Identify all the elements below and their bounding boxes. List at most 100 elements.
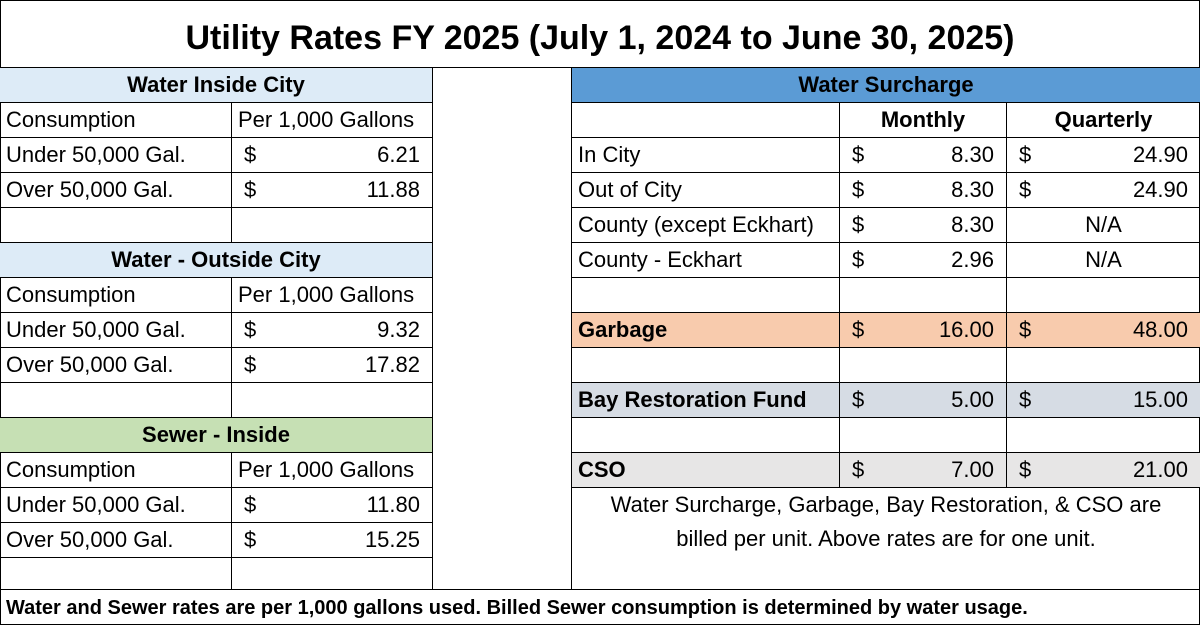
empty-cell xyxy=(0,558,232,590)
currency-symbol: $ xyxy=(244,142,257,167)
currency-symbol: $ xyxy=(1019,457,1032,482)
currency-symbol: $ xyxy=(244,177,257,202)
surcharge-row-label: In City xyxy=(572,138,840,173)
currency-symbol: $ xyxy=(244,317,257,342)
currency-symbol: $ xyxy=(244,527,257,552)
monthly-value: 8.30 xyxy=(951,177,994,202)
empty-cell xyxy=(572,418,840,453)
row-label: Over 50,000 Gal. xyxy=(0,348,232,383)
garbage-quarterly-value: 48.00 xyxy=(1132,317,1188,342)
page-title: Utility Rates FY 2025 (July 1, 2024 to J… xyxy=(0,0,1200,68)
monthly-col-header: Monthly xyxy=(840,103,1007,138)
bay-monthly-value: 5.00 xyxy=(951,387,994,412)
quarterly-value: N/A xyxy=(1085,212,1122,237)
water-outside-header: Water - Outside City xyxy=(0,243,433,278)
monthly-cell: $8.30 xyxy=(840,173,1007,208)
monthly-value: 8.30 xyxy=(951,212,994,237)
consumption-col-header: Consumption xyxy=(0,278,232,313)
rate-value: 6.21 xyxy=(377,142,420,167)
row-label: Under 50,000 Gal. xyxy=(0,138,232,173)
empty-cell xyxy=(840,348,1007,383)
quarterly-cell: $24.90 xyxy=(1007,138,1200,173)
surcharge-row-label: Out of City xyxy=(572,173,840,208)
currency-symbol: $ xyxy=(1019,387,1032,412)
water-surcharge-header: Water Surcharge xyxy=(572,68,1200,103)
empty-cell xyxy=(572,278,840,313)
row-label: Over 50,000 Gal. xyxy=(0,523,232,558)
cso-quarterly-cell: $21.00 xyxy=(1007,453,1200,488)
row-label: Under 50,000 Gal. xyxy=(0,313,232,348)
rate-cell: $11.80 xyxy=(232,488,433,523)
rate-col-header: Per 1,000 Gallons xyxy=(232,453,433,488)
empty-cell xyxy=(840,278,1007,313)
quarterly-col-header: Quarterly xyxy=(1007,103,1200,138)
garbage-label: Garbage xyxy=(572,313,840,348)
water-inside-header: Water Inside City xyxy=(0,68,433,103)
bay-monthly-cell: $5.00 xyxy=(840,383,1007,418)
cso-quarterly-value: 21.00 xyxy=(1132,457,1188,482)
quarterly-cell: $24.90 xyxy=(1007,173,1200,208)
currency-symbol: $ xyxy=(244,492,257,517)
empty-cell xyxy=(840,418,1007,453)
row-label: Over 50,000 Gal. xyxy=(0,173,232,208)
empty-cell xyxy=(0,383,232,418)
garbage-quarterly-cell: $48.00 xyxy=(1007,313,1200,348)
rate-value: 9.32 xyxy=(377,317,420,342)
rate-cell: $11.88 xyxy=(232,173,433,208)
surcharge-row-label: County - Eckhart xyxy=(572,243,840,278)
surcharge-row-label: County (except Eckhart) xyxy=(572,208,840,243)
quarterly-value: N/A xyxy=(1085,247,1122,272)
currency-symbol: $ xyxy=(1019,142,1032,167)
empty-cell xyxy=(0,208,232,243)
currency-symbol: $ xyxy=(852,212,865,237)
rate-cell: $17.82 xyxy=(232,348,433,383)
rate-col-header: Per 1,000 Gallons xyxy=(232,103,433,138)
empty-cell xyxy=(1007,348,1200,383)
bay-restoration-label: Bay Restoration Fund xyxy=(572,383,840,418)
billing-note-line: billed per unit. Above rates are for one… xyxy=(676,526,1096,551)
monthly-value: 8.30 xyxy=(951,142,994,167)
empty-cell xyxy=(232,383,433,418)
currency-symbol: $ xyxy=(852,142,865,167)
sewer-inside-header: Sewer - Inside xyxy=(0,418,433,453)
currency-symbol: $ xyxy=(852,247,865,272)
quarterly-value: 24.90 xyxy=(1132,177,1188,202)
currency-symbol: $ xyxy=(1019,177,1032,202)
empty-cell xyxy=(572,103,840,138)
rate-value: 17.82 xyxy=(364,352,420,377)
spacer-column xyxy=(433,68,572,590)
empty-cell xyxy=(572,348,840,383)
empty-cell xyxy=(1007,418,1200,453)
currency-symbol: $ xyxy=(852,457,865,482)
garbage-monthly-cell: $16.00 xyxy=(840,313,1007,348)
quarterly-cell: N/A xyxy=(1007,243,1200,278)
quarterly-value: 24.90 xyxy=(1132,142,1188,167)
consumption-col-header: Consumption xyxy=(0,453,232,488)
row-label: Under 50,000 Gal. xyxy=(0,488,232,523)
consumption-col-header: Consumption xyxy=(0,103,232,138)
cso-monthly-value: 7.00 xyxy=(951,457,994,482)
currency-symbol: $ xyxy=(852,177,865,202)
currency-symbol: $ xyxy=(1019,317,1032,342)
rate-value: 11.80 xyxy=(366,492,420,517)
currency-symbol: $ xyxy=(852,317,865,342)
empty-cell xyxy=(1007,278,1200,313)
bay-quarterly-cell: $15.00 xyxy=(1007,383,1200,418)
rate-cell: $6.21 xyxy=(232,138,433,173)
cso-monthly-cell: $7.00 xyxy=(840,453,1007,488)
garbage-monthly-value: 16.00 xyxy=(938,317,994,342)
monthly-value: 2.96 xyxy=(951,247,994,272)
rate-value: 15.25 xyxy=(364,527,420,552)
rate-cell: $15.25 xyxy=(232,523,433,558)
quarterly-cell: N/A xyxy=(1007,208,1200,243)
rate-col-header: Per 1,000 Gallons xyxy=(232,278,433,313)
rate-cell: $9.32 xyxy=(232,313,433,348)
footer-note: Water and Sewer rates are per 1,000 gall… xyxy=(6,597,1028,619)
billing-note-line: Water Surcharge, Garbage, Bay Restoratio… xyxy=(610,492,1162,517)
rate-value: 11.88 xyxy=(366,177,420,202)
billing-note: Water Surcharge, Garbage, Bay Restoratio… xyxy=(572,488,1200,590)
empty-cell xyxy=(232,558,433,590)
monthly-cell: $2.96 xyxy=(840,243,1007,278)
cso-label: CSO xyxy=(572,453,840,488)
currency-symbol: $ xyxy=(852,387,865,412)
